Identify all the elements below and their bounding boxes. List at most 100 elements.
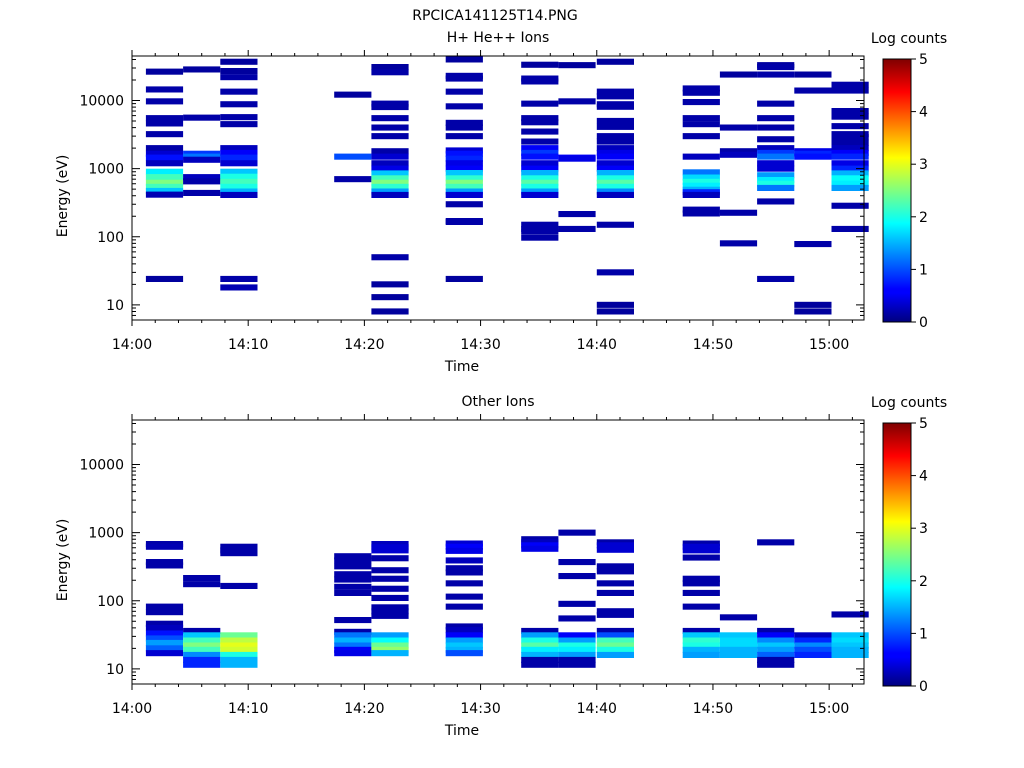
- spectrogram-cell: [682, 580, 720, 587]
- spectrogram-cell: [682, 627, 720, 634]
- spectrogram-cell: [371, 188, 409, 195]
- spectrogram-cell: [682, 206, 720, 213]
- spectrogram-cell: [831, 139, 869, 146]
- spectrogram-cell: [334, 553, 372, 560]
- spectrogram-cell: [445, 543, 483, 550]
- x-tick-label: 14:30: [460, 701, 500, 717]
- spectrogram-cell: [220, 651, 258, 658]
- spectrogram-cell: [558, 637, 596, 644]
- spectrogram-cell: [682, 121, 720, 128]
- spectrogram-cell: [183, 656, 221, 663]
- panel-title: Other Ions: [461, 394, 534, 410]
- colorbar-tick-label: 3: [919, 521, 928, 537]
- spectrogram-cell: [719, 646, 758, 653]
- spectrogram-cell: [220, 121, 258, 128]
- spectrogram-cell: [831, 642, 869, 649]
- spectrogram-cell: [220, 145, 258, 152]
- spectrogram-cell: [596, 160, 634, 167]
- spectrogram-cell: [220, 168, 258, 175]
- spectrogram-cell: [334, 632, 372, 639]
- spectrogram-cell: [445, 179, 483, 186]
- y-tick-label: 100: [97, 230, 124, 246]
- spectrogram-cell: [183, 189, 221, 196]
- x-tick-label: 14:00: [112, 337, 152, 353]
- spectrogram-cell: [220, 178, 258, 185]
- spectrogram-cell: [371, 308, 409, 315]
- spectrogram-cell: [521, 632, 559, 639]
- spectrogram-cell: [794, 87, 832, 94]
- spectrogram-cell: [682, 89, 720, 96]
- spectrogram-cell: [757, 149, 795, 156]
- spectrogram-cell: [183, 153, 221, 160]
- spectrogram-cell: [445, 56, 483, 63]
- spectrogram-cell: [445, 557, 483, 564]
- colorbar-tick-label: 1: [919, 262, 928, 278]
- spectrogram-cell: [757, 172, 795, 179]
- spectrogram-cell: [183, 66, 221, 73]
- spectrogram-cell: [145, 183, 184, 190]
- spectrogram-cell: [371, 153, 409, 160]
- y-tick-label: 1000: [88, 526, 124, 542]
- spectrogram-cell: [445, 88, 483, 95]
- spectrogram-cell: [145, 650, 184, 657]
- spectrogram-cell: [220, 74, 258, 81]
- spectrogram-cell: [334, 646, 372, 653]
- spectrogram-cell: [371, 124, 409, 131]
- spectrogram-cell: [794, 642, 832, 649]
- spectrogram-cell: [558, 632, 596, 639]
- spectrogram-cell: [596, 93, 634, 100]
- spectrogram-cell: [719, 151, 758, 158]
- spectrogram-cell: [596, 301, 634, 308]
- spectrogram-cell: [521, 661, 559, 668]
- spectrogram-cell: [757, 153, 795, 160]
- spectrogram-cell: [831, 108, 869, 115]
- spectrogram-cell: [682, 547, 720, 554]
- spectrogram-cell: [521, 536, 559, 543]
- spectrogram-cell: [371, 281, 409, 288]
- spectrogram-cell: [596, 117, 634, 124]
- spectrogram-cell: [596, 123, 634, 130]
- spectrogram-cell: [371, 69, 409, 76]
- spectrogram-cell: [145, 639, 184, 646]
- spectrogram-cell: [445, 627, 483, 634]
- spectrogram-cell: [719, 614, 758, 621]
- spectrogram-cell: [596, 188, 634, 195]
- spectrogram-cell: [445, 147, 483, 154]
- x-tick-label: 14:50: [693, 701, 733, 717]
- spectrogram-cell: [757, 145, 795, 152]
- spectrogram-cell: [794, 241, 832, 248]
- spectrogram-cell: [757, 656, 795, 663]
- spectrogram-cell: [220, 114, 258, 121]
- colorbar-tick-label: 5: [919, 416, 928, 432]
- x-tick-label: 14:10: [228, 701, 268, 717]
- colorbar-label: Log counts: [871, 395, 947, 411]
- spectrogram-cell: [596, 646, 634, 653]
- spectrogram-cell: [596, 221, 634, 228]
- spectrogram-cell: [445, 218, 483, 225]
- spectrogram-cell: [334, 153, 372, 160]
- spectrogram-cell: [682, 554, 720, 561]
- spectrogram-cell: [220, 646, 258, 653]
- spectrogram-cell: [145, 624, 184, 631]
- spectrogram-cell: [596, 589, 634, 596]
- spectrogram-cell: [794, 637, 832, 644]
- spectrogram-cell: [831, 632, 869, 639]
- spectrogram-cell: [220, 275, 258, 282]
- spectrogram-cell: [831, 123, 869, 130]
- spectrogram-cell: [757, 165, 795, 172]
- spectrogram-cell: [183, 174, 221, 181]
- spectrogram-cell: [682, 642, 720, 649]
- spectrogram-cell: [183, 114, 221, 121]
- spectrogram-cell: [831, 180, 869, 187]
- spectrogram-cell: [445, 133, 483, 140]
- spectrogram-cell: [334, 576, 372, 583]
- plot-frame: [131, 419, 865, 685]
- y-tick-label: 10000: [79, 94, 124, 110]
- y-axis-label: Energy (eV): [55, 519, 71, 602]
- spectrogram-cell: [445, 650, 483, 657]
- colorbar-tick-label: 2: [919, 210, 928, 226]
- x-axis-label: Time: [444, 723, 479, 739]
- spectrogram-cell: [334, 617, 372, 624]
- spectrogram-cell: [521, 61, 559, 68]
